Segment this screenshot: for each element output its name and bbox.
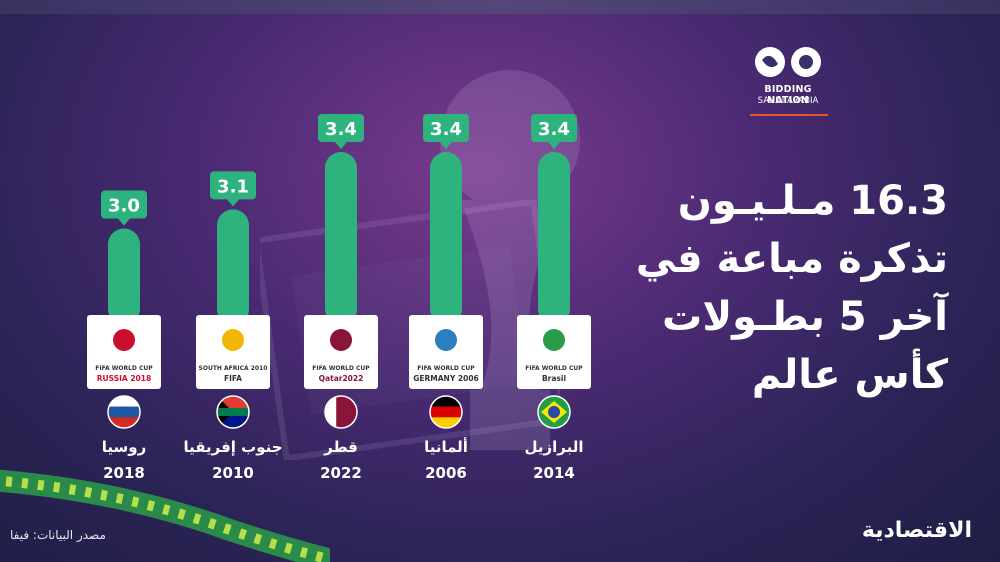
flag-germany xyxy=(430,396,462,428)
headline-line-4: كأس عالم xyxy=(751,352,948,398)
value-label-pointer xyxy=(227,199,239,207)
bar-qatar xyxy=(325,152,357,325)
value-label-bg-south-africa xyxy=(210,171,256,200)
flag-brazil xyxy=(538,396,570,428)
tournament-logo-russia xyxy=(87,315,161,389)
year-label-south-africa: 2010 xyxy=(212,464,254,482)
flag-border xyxy=(324,395,358,429)
tournament-emblem xyxy=(222,329,244,351)
bar-brazil xyxy=(538,152,570,325)
flag-border xyxy=(107,395,141,429)
value-label-bg-brazil xyxy=(531,114,577,142)
tournament-logo-germany xyxy=(409,315,483,389)
logo-text: SOUTH AFRICA 2010 xyxy=(199,365,268,372)
tournament-logo-brazil xyxy=(517,315,591,389)
top-strip xyxy=(0,0,1000,14)
logo-text: FIFA WORLD CUP xyxy=(417,365,475,372)
value-label-qatar: 3.4 xyxy=(325,119,357,140)
logo-title: BIDDING NATION xyxy=(764,84,812,106)
value-label-pointer xyxy=(118,218,130,226)
year-label-qatar: 2022 xyxy=(320,464,362,482)
value-label-brazil: 3.4 xyxy=(538,119,570,140)
logo-subtext: RUSSIA 2018 xyxy=(97,374,151,383)
country-label-brazil: البرازيل xyxy=(524,438,583,456)
flag-russia xyxy=(108,396,140,428)
value-label-pointer xyxy=(548,142,560,149)
headline: 16.3 مـلـيـون تذكرة مباعة في آخر 5 بطـول… xyxy=(618,172,948,404)
logo-text: FIFA WORLD CUP xyxy=(95,365,153,372)
country-label-qatar: قطر xyxy=(323,438,358,456)
value-label-bg-qatar xyxy=(318,114,364,142)
value-label-germany: 3.4 xyxy=(430,119,462,140)
year-label-germany: 2006 xyxy=(425,464,467,482)
logo-subtext: FIFA xyxy=(224,374,242,383)
logo-subtitle: SAUDI ARABIA xyxy=(757,96,819,106)
flag-border xyxy=(429,395,463,429)
headline-line-1: 16.3 مـلـيـون xyxy=(677,178,948,224)
logo-text: FIFA WORLD CUP xyxy=(312,365,370,372)
tournament-logo-qatar xyxy=(304,315,378,389)
value-label-bg-russia xyxy=(101,190,147,219)
logo-underline xyxy=(750,114,828,116)
headline-line-3: آخر 5 بطـولات xyxy=(662,294,948,340)
country-label-germany: ألمانيا xyxy=(424,437,468,456)
flag-qatar xyxy=(325,396,357,428)
value-label-pointer xyxy=(335,142,347,149)
bar-russia xyxy=(108,228,140,325)
tournament-emblem xyxy=(435,329,457,351)
tournament-emblem xyxy=(330,329,352,351)
logo-subtext: Qatar2022 xyxy=(319,374,364,383)
ribbon-decoration xyxy=(0,469,330,562)
flag-border xyxy=(537,395,571,429)
year-label-brazil: 2014 xyxy=(533,464,575,482)
bar-south-africa xyxy=(217,209,249,325)
value-label-russia: 3.0 xyxy=(108,196,140,217)
flag-south-africa xyxy=(217,396,249,428)
logo-subtext: Brasil xyxy=(542,374,566,383)
bar-germany xyxy=(430,152,462,325)
country-label-south-africa: جنوب إفريقيا xyxy=(183,438,282,456)
value-label-south-africa: 3.1 xyxy=(217,176,249,197)
year-label-russia: 2018 xyxy=(103,464,145,482)
logo-subtext: GERMANY 2006 xyxy=(413,374,479,383)
tournament-logo-south-africa xyxy=(196,315,270,389)
flag-border xyxy=(216,395,250,429)
value-label-pointer xyxy=(440,142,452,149)
bidding-nation-logo xyxy=(755,47,821,77)
country-label-russia: روسيا xyxy=(102,438,146,456)
headline-line-2: تذكرة مباعة في xyxy=(635,236,948,282)
logo-text: FIFA WORLD CUP xyxy=(525,365,583,372)
value-label-bg-germany xyxy=(423,114,469,142)
tournament-emblem xyxy=(543,329,565,351)
publisher-logo: الاقتصادية xyxy=(861,518,972,543)
data-source: مصدر البيانات: فيفا xyxy=(10,528,106,542)
tournament-emblem xyxy=(113,329,135,351)
